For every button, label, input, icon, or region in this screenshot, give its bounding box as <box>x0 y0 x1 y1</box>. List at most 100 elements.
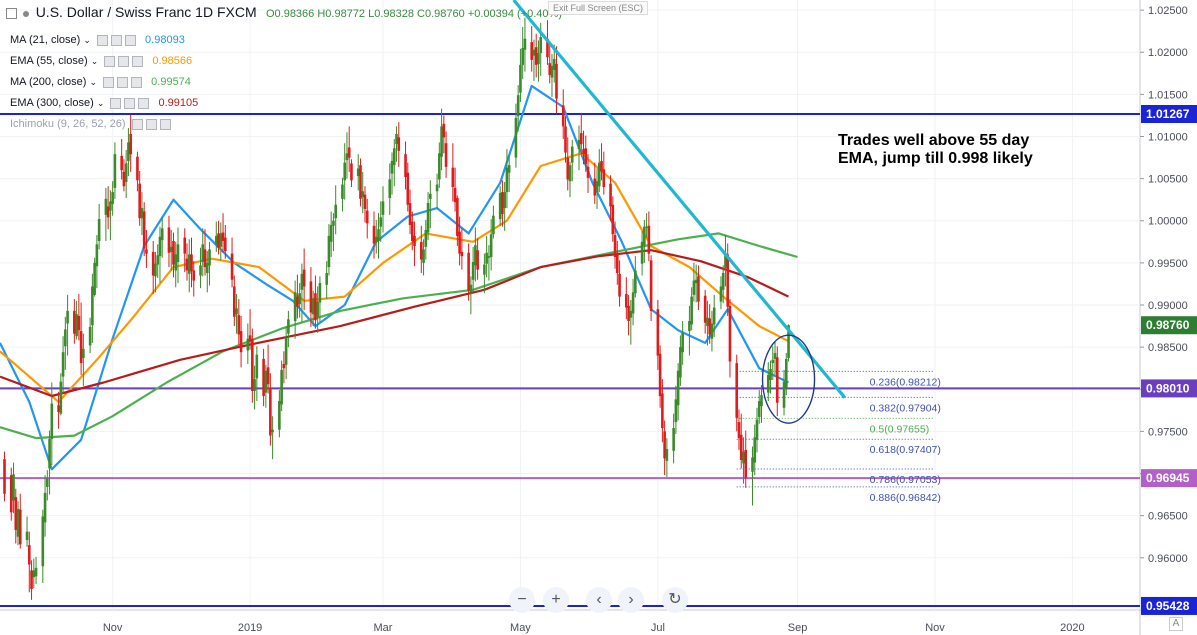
zoom-out-button[interactable]: − <box>509 587 535 613</box>
candle-body <box>476 250 479 270</box>
candle-body <box>744 449 748 478</box>
close-icon[interactable] <box>131 76 143 88</box>
candle-body <box>50 403 54 439</box>
candle-body <box>485 252 488 264</box>
indicator-label: MA (21, close) <box>10 34 81 46</box>
candle-body <box>712 307 716 325</box>
candle-body <box>293 292 297 322</box>
candle-body <box>169 246 173 252</box>
eye-icon[interactable] <box>110 97 122 109</box>
candle-body <box>404 154 407 177</box>
candle-body <box>269 389 272 436</box>
candle-body <box>124 163 128 182</box>
candle-body <box>25 531 29 541</box>
indicator-ema300[interactable]: EMA (300, close) ⌄ 0.99105 <box>10 97 198 109</box>
candle-body <box>530 42 533 60</box>
exit-fullscreen-button[interactable]: Exit Full Screen (ESC) <box>548 1 649 15</box>
candle-body <box>122 171 126 187</box>
candle-body <box>424 230 428 247</box>
candle-body <box>41 516 45 567</box>
close-icon[interactable] <box>138 97 150 109</box>
candle-body <box>160 228 164 241</box>
gear-icon[interactable] <box>145 118 157 130</box>
indicator-ichimoku[interactable]: Ichimoku (9, 26, 52, 26) <box>10 118 171 130</box>
indicator-ma200[interactable]: MA (200, close) ⌄ 0.99574 <box>10 76 191 88</box>
annotation-line-2: EMA, jump till 0.998 likely <box>838 150 1033 167</box>
ohlc-readout: O0.98366 H0.98772 L0.98328 C0.98760 +0.0… <box>265 8 562 20</box>
level-price-tag <box>1141 596 1197 615</box>
candle-body <box>757 401 761 418</box>
y-tick-label: 1.02000 <box>1148 47 1188 59</box>
x-tick-label: Nov <box>925 622 945 634</box>
close-icon[interactable] <box>124 34 136 46</box>
candle-body <box>75 314 78 337</box>
chevron-down-icon[interactable]: ⌄ <box>89 77 98 87</box>
candle-body <box>600 160 603 172</box>
candle-body <box>413 235 416 247</box>
candle-body <box>109 201 112 211</box>
candle-body <box>742 451 745 464</box>
close-icon[interactable] <box>132 55 144 67</box>
candle-body <box>442 123 446 138</box>
candle-body <box>444 143 448 167</box>
indicator-ema55[interactable]: EMA (55, close) ⌄ 0.98566 <box>10 55 192 67</box>
eye-icon[interactable] <box>96 34 108 46</box>
candle-body <box>174 254 178 271</box>
symbol-dot-icon <box>23 10 30 17</box>
candle-body <box>120 155 123 171</box>
indicator-value: 0.98093 <box>145 34 185 46</box>
candle-body <box>282 363 286 369</box>
candle-body <box>111 192 114 204</box>
candle-body <box>34 567 38 577</box>
candle-body <box>379 217 383 227</box>
candle-body <box>208 249 211 266</box>
eye-icon[interactable] <box>131 118 143 130</box>
candle-body <box>18 509 22 545</box>
scroll-right-button[interactable]: › <box>618 587 644 613</box>
indicator-value: 0.99574 <box>151 76 191 88</box>
reset-chart-button[interactable]: ↻ <box>662 587 688 613</box>
resistance-trendline <box>512 0 847 399</box>
gear-icon[interactable] <box>110 34 122 46</box>
gear-icon[interactable] <box>117 76 129 88</box>
chevron-down-icon[interactable]: ⌄ <box>96 98 105 108</box>
candle-body <box>568 165 572 182</box>
scroll-left-button[interactable]: ‹ <box>586 587 612 613</box>
chevron-down-icon[interactable]: ⌄ <box>90 56 99 66</box>
chevron-down-icon[interactable]: ⌄ <box>83 35 91 45</box>
candle-body <box>656 309 660 356</box>
gear-icon[interactable] <box>124 97 136 109</box>
candle-body <box>214 235 218 245</box>
x-tick-label: May <box>510 622 531 634</box>
candle-body <box>138 183 141 219</box>
indicator-ma21[interactable]: MA (21, close) ⌄ 0.98093 <box>10 34 185 46</box>
close-icon[interactable] <box>159 118 171 130</box>
candle-body <box>782 381 786 408</box>
candle-body <box>498 192 502 220</box>
eye-icon[interactable] <box>103 76 115 88</box>
annotation-line-1: Trades well above 55 day <box>838 132 1030 149</box>
minus-icon: − <box>517 591 527 608</box>
candle-body <box>735 363 739 418</box>
candle-body <box>221 232 225 241</box>
collapse-icon[interactable] <box>6 8 17 20</box>
eye-icon[interactable] <box>104 55 116 67</box>
zoom-in-button[interactable]: + <box>543 587 569 613</box>
candle-body <box>773 353 777 359</box>
y-tick-label: 0.98500 <box>1148 342 1188 354</box>
candle-body <box>248 335 252 342</box>
candle-body <box>381 201 385 215</box>
candle-body <box>548 63 552 75</box>
gear-icon[interactable] <box>118 55 130 67</box>
candle-body <box>577 139 581 150</box>
x-tick-label: 2019 <box>238 622 262 634</box>
candle-body <box>602 169 606 188</box>
candle-body <box>253 379 256 391</box>
auto-scale-button[interactable]: A <box>1169 617 1183 631</box>
candle-body <box>460 251 464 257</box>
candle-body <box>239 331 243 353</box>
candle-body <box>420 241 423 260</box>
candle-body <box>679 347 682 378</box>
